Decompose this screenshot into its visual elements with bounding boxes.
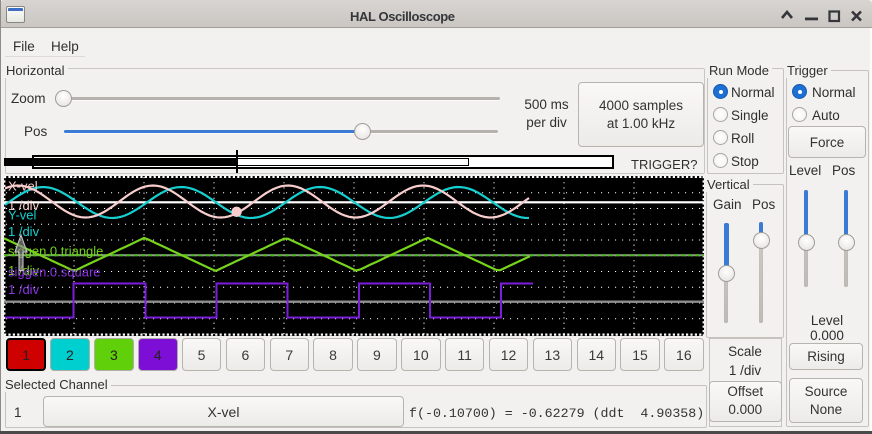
svg-text:siggen.0.square: siggen.0.square [8,265,101,280]
svg-text:X-vel: X-vel [8,179,38,194]
svg-text:1 /div: 1 /div [8,263,40,278]
svg-text:1 /div: 1 /div [8,198,40,213]
svg-text:Y-vel: Y-vel [8,208,37,223]
svg-text:1 /div: 1 /div [8,224,40,239]
svg-text:1 /div: 1 /div [8,282,40,297]
svg-text:siggen.0.triangle: siggen.0.triangle [8,244,103,259]
